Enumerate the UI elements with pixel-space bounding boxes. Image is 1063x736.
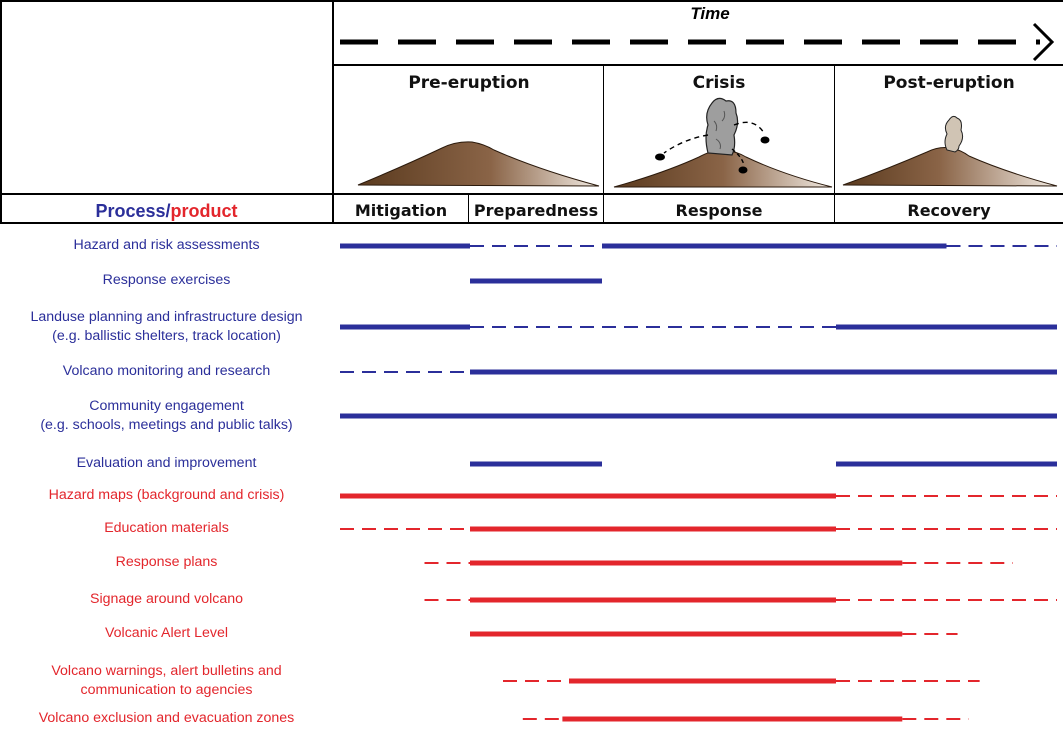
header-divider [0, 193, 1063, 195]
header-bottom-border [0, 222, 1063, 224]
row-label: Hazard and risk assessments [73, 237, 260, 253]
row-label: Signage around volcano [89, 591, 244, 607]
row-label: Hazard maps (background and crisis) [48, 487, 285, 503]
time-arrow [340, 22, 1055, 62]
row-label: Response exercises [102, 272, 231, 288]
row-label: Landuse planning and infrastructure desi… [30, 309, 303, 344]
stage-label-mitigation: Mitigation [354, 201, 448, 220]
row-label: Volcano exclusion and evacuation zones [38, 710, 295, 726]
row-label: Volcanic Alert Level [104, 625, 229, 641]
row-label: Volcano monitoring and research [62, 363, 271, 379]
left-border [0, 0, 2, 224]
stage-label-response: Response [675, 201, 763, 220]
top-border [0, 0, 1063, 2]
row-label: Response plans [115, 554, 218, 570]
stage-label-recovery: Recovery [907, 201, 991, 220]
header-separator: / [165, 201, 171, 221]
volcano-pre-eruption-image [357, 141, 600, 187]
row-label: Evaluation and improvement [76, 455, 257, 471]
process-product-header: Process/product [0, 199, 333, 223]
label-column-divider [332, 0, 334, 224]
stage-label-preparedness: Preparedness [473, 201, 599, 220]
product-header-text: product [170, 201, 238, 221]
phase-divider-1 [603, 64, 604, 223]
stage-divider-1 [468, 194, 469, 223]
row-label: Volcano warnings, alert bulletins and co… [51, 663, 282, 698]
phase-title-crisis: Crisis [692, 73, 746, 93]
process-header-text: Process [95, 201, 166, 221]
time-row-divider [332, 64, 1063, 66]
row-label: Education materials [104, 520, 229, 536]
time-label: Time [690, 4, 730, 23]
volcano-crisis-image [613, 97, 833, 188]
phase-title-pre-eruption: Pre-eruption [408, 73, 530, 93]
phase-divider-2 [834, 64, 835, 223]
phase-title-post-eruption: Post-eruption [883, 73, 1015, 93]
volcano-post-eruption-image [842, 115, 1058, 187]
row-label: Community engagement (e.g. schools, meet… [40, 398, 293, 433]
